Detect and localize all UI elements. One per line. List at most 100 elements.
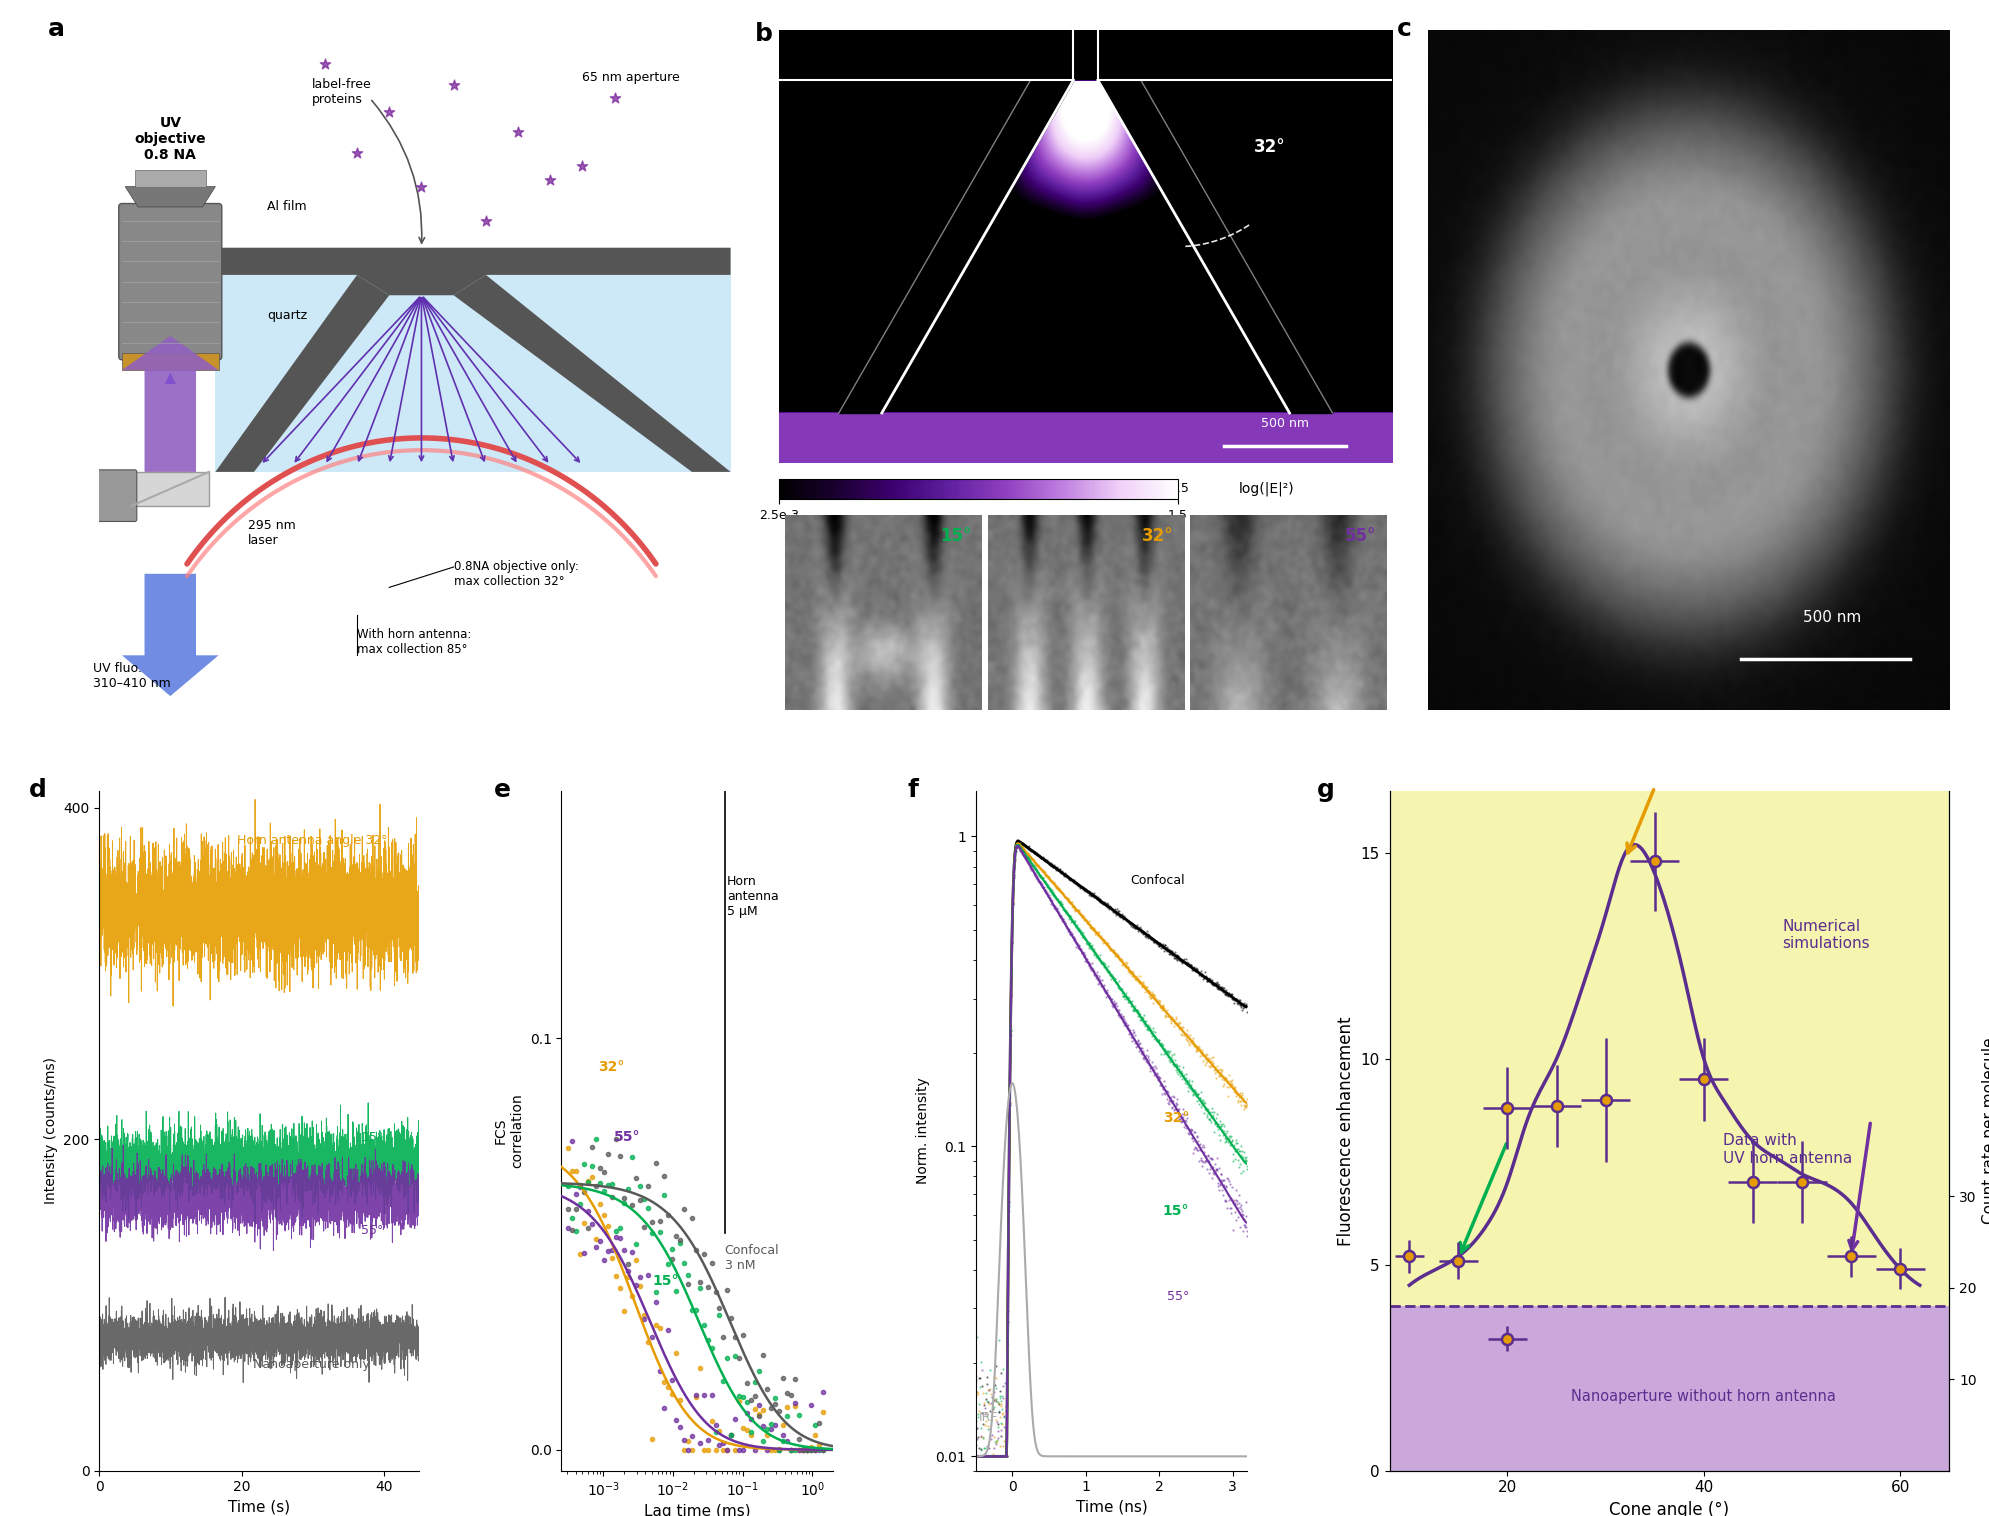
- Text: Data with
UV horn antenna: Data with UV horn antenna: [1722, 1132, 1852, 1166]
- Point: [438, 73, 469, 97]
- Point: [676, 1207, 708, 1231]
- Point: [760, 1413, 792, 1437]
- Point: [561, 1196, 593, 1220]
- Point: [728, 1437, 760, 1461]
- Point: [712, 1437, 744, 1461]
- Text: f: f: [907, 778, 919, 802]
- Point: [652, 1202, 684, 1226]
- FancyBboxPatch shape: [215, 247, 730, 471]
- Text: 295 nm
laser: 295 nm laser: [247, 518, 294, 547]
- Text: 15°: 15°: [652, 1275, 678, 1289]
- Point: [652, 1375, 684, 1399]
- Point: [784, 1427, 815, 1451]
- Text: 32°: 32°: [1164, 1111, 1189, 1125]
- Point: [680, 1386, 712, 1410]
- Point: [768, 1413, 800, 1437]
- Point: [724, 1437, 756, 1461]
- Point: [593, 1142, 625, 1166]
- Point: [597, 1172, 629, 1196]
- Point: [720, 1407, 752, 1431]
- Y-axis label: FCS
correlation: FCS correlation: [493, 1093, 525, 1169]
- Point: [672, 1272, 704, 1296]
- Text: 65 nm aperture: 65 nm aperture: [583, 71, 680, 83]
- Point: [652, 1252, 684, 1276]
- Point: [744, 1401, 776, 1425]
- Point: [792, 1437, 823, 1461]
- Point: [613, 1176, 644, 1201]
- Point: [656, 1381, 688, 1405]
- Point: [732, 1401, 764, 1425]
- Point: [696, 1383, 728, 1407]
- Point: [613, 1260, 644, 1284]
- FancyBboxPatch shape: [121, 353, 219, 370]
- Point: [648, 1164, 680, 1189]
- Text: label-free
proteins: label-free proteins: [312, 77, 372, 106]
- Point: [684, 1357, 716, 1381]
- Y-axis label: Fluorescence enhancement: Fluorescence enhancement: [1337, 1016, 1355, 1246]
- Point: [601, 1225, 633, 1249]
- X-axis label: Lag time (ms): Lag time (ms): [644, 1504, 750, 1516]
- Point: [704, 1419, 736, 1443]
- Text: 32°: 32°: [1255, 138, 1287, 156]
- Point: [535, 168, 567, 193]
- Point: [581, 1175, 613, 1199]
- Point: [684, 1431, 716, 1455]
- Point: [640, 1290, 672, 1314]
- Point: [680, 1298, 712, 1322]
- Point: [342, 141, 374, 165]
- Point: [567, 155, 599, 179]
- Point: [752, 1437, 784, 1461]
- Text: log(|E|²): log(|E|²): [1239, 482, 1295, 496]
- Point: [804, 1437, 835, 1461]
- Point: [601, 1126, 633, 1151]
- Point: [629, 1187, 660, 1211]
- Point: [656, 1237, 688, 1261]
- Point: [577, 1164, 609, 1189]
- Point: [501, 120, 533, 144]
- Text: IRF: IRF: [979, 1411, 998, 1424]
- Y-axis label: Count rate per molecule
(kcts/s): Count rate per molecule (kcts/s): [1983, 1037, 1989, 1223]
- Point: [597, 1246, 629, 1270]
- Point: [625, 1264, 656, 1289]
- Text: e: e: [493, 778, 511, 802]
- Point: [597, 1239, 629, 1263]
- Point: [808, 1437, 839, 1461]
- Point: [664, 1414, 696, 1439]
- Point: [808, 1437, 839, 1461]
- Polygon shape: [453, 274, 730, 471]
- Point: [644, 1220, 676, 1245]
- Point: [700, 1413, 732, 1437]
- Point: [744, 1358, 776, 1383]
- Point: [676, 1437, 708, 1461]
- Point: [553, 1198, 585, 1222]
- Point: [644, 1316, 676, 1340]
- Point: [788, 1437, 819, 1461]
- Point: [672, 1428, 704, 1452]
- Point: [609, 1186, 640, 1210]
- Point: [557, 1129, 589, 1154]
- Point: [652, 1319, 684, 1343]
- Point: [660, 1408, 692, 1433]
- Point: [668, 1198, 700, 1222]
- Text: 55°: 55°: [362, 1223, 384, 1237]
- Text: Confocal: Confocal: [1130, 875, 1185, 887]
- Text: g: g: [1317, 778, 1335, 802]
- Point: [573, 1216, 605, 1240]
- Text: Nanoaperture only: Nanoaperture only: [253, 1358, 370, 1370]
- Point: [664, 1231, 696, 1255]
- Point: [808, 1380, 839, 1404]
- Point: [625, 1173, 656, 1198]
- Text: a: a: [48, 17, 66, 41]
- Point: [640, 1151, 672, 1175]
- Point: [617, 1240, 648, 1264]
- Point: [656, 1367, 688, 1392]
- Text: 0.8NA objective only:
max collection 32°: 0.8NA objective only: max collection 32°: [453, 559, 579, 588]
- Point: [712, 1346, 744, 1370]
- Point: [668, 1437, 700, 1461]
- Point: [553, 1135, 585, 1160]
- Point: [676, 1424, 708, 1448]
- Point: [728, 1323, 760, 1348]
- Polygon shape: [121, 573, 219, 696]
- Point: [684, 1276, 716, 1301]
- Point: [732, 1417, 764, 1442]
